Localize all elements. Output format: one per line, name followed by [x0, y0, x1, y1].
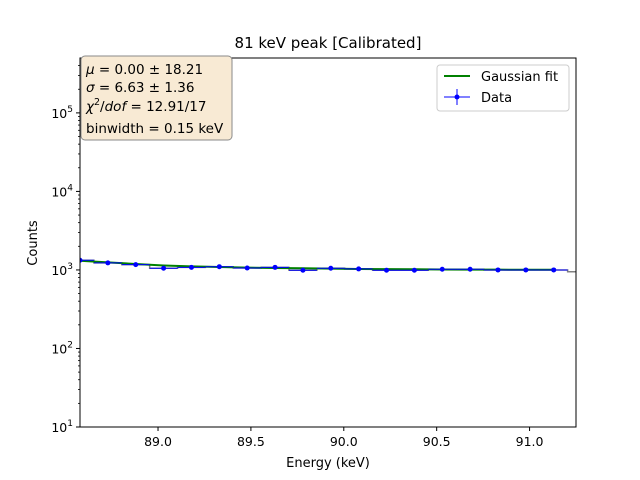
stats-sigma-value: = 6.63 ± 1.36 — [95, 80, 195, 96]
stats-mu: μ = 0.00 ± 18.21 — [85, 62, 203, 78]
stats-chi-dof: dof — [105, 99, 129, 115]
data-point — [372, 267, 401, 273]
x-tick-label: 91.0 — [516, 434, 544, 449]
stats-box-background — [80, 55, 233, 141]
y-tick-label: 101 — [51, 419, 73, 435]
y-axis-label: Counts — [26, 220, 41, 266]
stats-mu-symbol: μ — [85, 62, 95, 78]
chart-title: 81 keV peak [Calibrated] — [235, 34, 422, 52]
y-tick-label: 104 — [51, 183, 73, 199]
legend: Gaussian fit Data — [436, 64, 570, 112]
stats-chi-slash: / — [100, 99, 105, 115]
y-tick-label: 102 — [51, 340, 73, 356]
stats-mu-value: = 0.00 ± 18.21 — [95, 62, 204, 78]
data-point — [316, 265, 345, 271]
stats-chi-value: = 12.91/17 — [126, 99, 206, 115]
data-point — [80, 257, 94, 263]
data-point — [205, 264, 234, 270]
x-axis-label: Energy (keV) — [286, 456, 370, 471]
stats-chi2: χ2/dof = 12.91/17 — [85, 97, 206, 115]
data-point — [428, 266, 457, 272]
y-tick-label: 103 — [51, 262, 73, 278]
data-point — [177, 264, 206, 270]
data-point — [484, 267, 512, 273]
data-point — [456, 266, 485, 272]
data-point — [93, 260, 122, 266]
data-point — [261, 264, 289, 270]
y-tick-label: 105 — [51, 105, 73, 121]
stats-chi-sup: 2 — [94, 97, 100, 108]
data-point — [511, 267, 540, 273]
axes-frame — [79, 57, 577, 428]
legend-data-label: Data — [481, 91, 512, 106]
data-point — [121, 262, 150, 268]
y-axis: 101 102 103 104 105 — [51, 65, 80, 435]
x-axis: 89.0 89.5 90.0 90.5 91.0 — [144, 427, 544, 449]
data-point — [233, 265, 262, 271]
data-point — [539, 267, 568, 273]
x-tick-label: 90.5 — [423, 434, 451, 449]
x-tick-label: 89.5 — [237, 434, 265, 449]
x-tick-label: 90.0 — [330, 434, 358, 449]
stats-sigma: σ = 6.63 ± 1.36 — [86, 80, 194, 96]
x-tick-label: 89.0 — [144, 434, 172, 449]
stats-binwidth: binwidth = 0.15 keV — [86, 121, 224, 137]
data-point — [400, 267, 429, 273]
plot-area — [80, 257, 576, 273]
data-point — [344, 266, 373, 272]
legend-fit-label: Gaussian fit — [481, 70, 558, 85]
data-point — [288, 267, 317, 273]
data-point — [149, 265, 178, 271]
stats-sigma-symbol: σ — [86, 80, 95, 96]
stats-box: μ = 0.00 ± 18.21 σ = 6.63 ± 1.36 χ2/dof … — [80, 55, 233, 141]
legend-data-swatch — [444, 89, 470, 105]
stats-chi-symbol: χ — [85, 99, 95, 115]
